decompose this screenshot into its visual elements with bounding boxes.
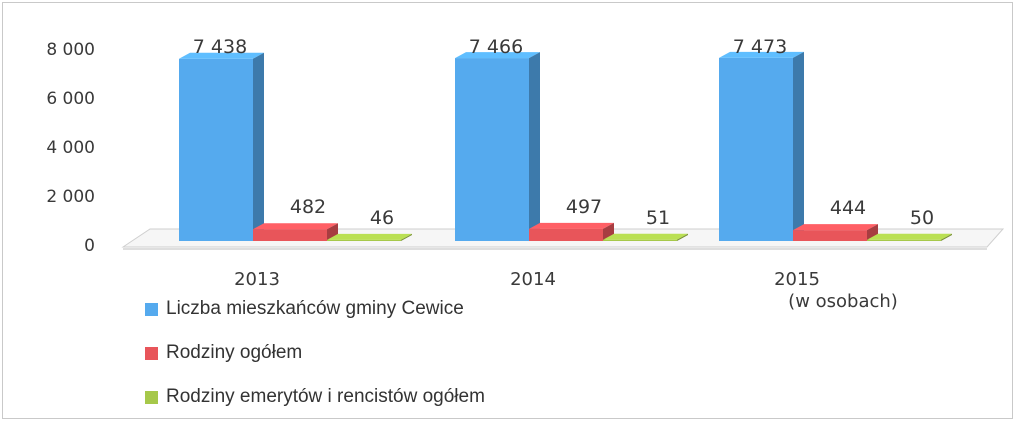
bar-side <box>677 233 688 241</box>
bar-top <box>455 52 540 59</box>
bar-front <box>603 239 677 241</box>
x-tick-label: 2013 <box>234 269 280 290</box>
bar-front <box>327 239 401 241</box>
bar-top <box>327 233 412 240</box>
bar-top <box>179 52 264 59</box>
bar-side <box>793 51 804 241</box>
y-tick-label: 0 <box>84 236 95 256</box>
data-label: 7 473 <box>733 36 787 58</box>
bar-2014-2 <box>603 233 688 241</box>
legend-swatch <box>145 302 158 316</box>
legend-item: Rodziny ogółem <box>145 331 485 375</box>
bar-top <box>719 51 804 58</box>
y-tick-label: 8 000 <box>46 40 95 60</box>
bar-2015-2 <box>867 233 952 241</box>
bar-top <box>867 233 952 240</box>
bar-front <box>179 58 253 242</box>
data-label: 444 <box>830 197 866 219</box>
bar-top <box>529 222 614 229</box>
y-tick-label: 2 000 <box>46 187 95 207</box>
bar-2013-2 <box>327 233 412 241</box>
bar-2015-1 <box>793 224 878 241</box>
legend-swatch <box>145 390 158 404</box>
data-label: 482 <box>290 196 326 218</box>
bar-front <box>793 230 867 241</box>
unit-note: (w osobach) <box>788 291 898 312</box>
data-label: 7 438 <box>193 36 247 58</box>
legend-item: Liczba mieszkańców gminy Cewice <box>145 287 485 331</box>
bar-front <box>719 57 793 241</box>
bar-side <box>941 233 952 241</box>
y-tick-label: 6 000 <box>46 89 95 109</box>
bar-front <box>867 239 941 241</box>
data-label: 497 <box>566 196 602 218</box>
bar-2014-0 <box>455 52 540 241</box>
legend-item: Rodziny emerytów i rencistów ogółem <box>145 375 485 419</box>
bar-2015-0 <box>719 51 804 241</box>
bar-side <box>529 52 540 241</box>
bar-top <box>793 224 878 231</box>
bar-top <box>603 233 688 240</box>
bar-front <box>253 229 327 241</box>
bar-side <box>253 52 264 242</box>
bar-side <box>327 223 338 241</box>
bar-2013-0 <box>179 52 264 242</box>
legend-label: Rodziny ogółem <box>166 342 303 363</box>
bar-2014-1 <box>529 222 614 241</box>
y-tick-label: 4 000 <box>46 138 95 158</box>
bar-front <box>455 58 529 241</box>
bar-front <box>529 228 603 241</box>
chart-frame: 0 2 000 4 000 6 000 8 000 7 438 482 46 2013 7 46… <box>2 2 1013 419</box>
data-label: 46 <box>370 207 394 229</box>
data-label: 7 466 <box>469 36 523 58</box>
legend: Liczba mieszkańców gminy Cewice Rodziny o… <box>145 287 485 419</box>
data-label: 50 <box>910 207 934 229</box>
bar-side <box>401 233 412 241</box>
legend-label: Rodziny emerytów i rencistów ogółem <box>166 386 485 407</box>
bar-side <box>867 224 878 241</box>
bar-chart: 0 2 000 4 000 6 000 8 000 7 438 482 46 2013 7 46… <box>46 36 1005 312</box>
x-tick-label: 2015 <box>774 269 820 290</box>
legend-swatch <box>145 346 158 360</box>
x-tick-label: 2014 <box>510 269 556 290</box>
bar-2013-1 <box>253 223 338 241</box>
legend-label: Liczba mieszkańców gminy Cewice <box>166 298 464 319</box>
bar-top <box>253 223 338 230</box>
data-label: 51 <box>646 207 670 229</box>
